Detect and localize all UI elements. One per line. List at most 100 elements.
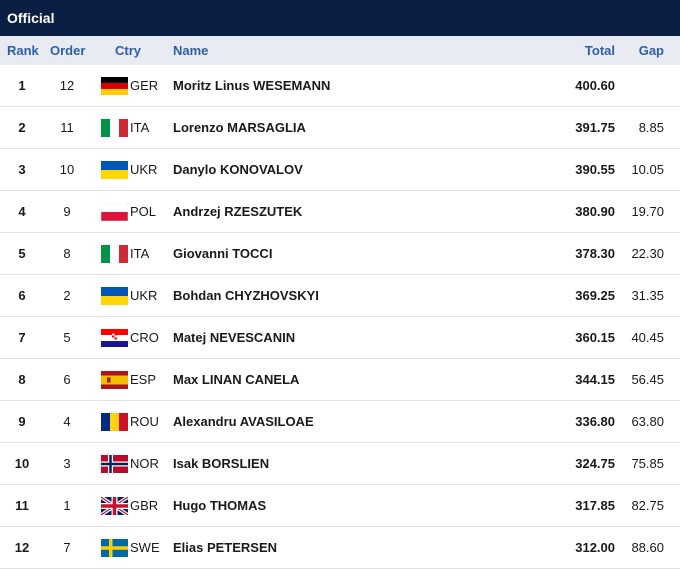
column-header-order[interactable]: Order	[50, 43, 86, 58]
country-code-cell: ESP	[130, 372, 157, 387]
total-score-cell: 360.15	[575, 330, 615, 345]
table-row[interactable]: 2 11 ITA Lorenzo MARSAGLIA 391.75 8.85	[0, 107, 680, 149]
table-row[interactable]: 6 2 UKR Bohdan CHYZHOVSKYI 369.25 31.35	[0, 275, 680, 317]
rank-cell: 1	[18, 78, 26, 93]
gap-cell: 19.70	[631, 204, 664, 219]
column-header-gap[interactable]: Gap	[638, 43, 664, 58]
order-cell: 6	[63, 372, 71, 387]
germany-flag-icon	[101, 77, 128, 95]
gap-cell: 31.35	[631, 288, 664, 303]
order-cell: 9	[63, 204, 71, 219]
table-row[interactable]: 4 9 POL Andrzej RZESZUTEK 380.90 19.70	[0, 191, 680, 233]
order-cell: 4	[63, 414, 71, 429]
table-row[interactable]: 1 12 GER Moritz Linus WESEMANN 400.60	[0, 65, 680, 107]
order-cell: 5	[63, 330, 71, 345]
total-score-cell: 378.30	[575, 246, 615, 261]
gap-cell: 88.60	[631, 540, 664, 555]
total-score-cell: 312.00	[575, 540, 615, 555]
order-cell: 1	[63, 498, 71, 513]
country-code-cell: ITA	[130, 246, 150, 261]
total-score-cell: 390.55	[575, 162, 615, 177]
column-header-rank[interactable]: Rank	[7, 43, 39, 58]
athlete-name-cell[interactable]: Moritz Linus WESEMANN	[173, 78, 331, 93]
italy-flag-icon	[101, 119, 128, 137]
column-header-name[interactable]: Name	[173, 43, 209, 58]
athlete-name-cell[interactable]: Isak BORSLIEN	[173, 456, 270, 471]
romania-flag-icon	[101, 413, 128, 431]
great-britain-flag-icon	[101, 497, 128, 515]
total-score-cell: 391.75	[575, 120, 615, 135]
table-row[interactable]: 12 7 SWE Elias PETERSEN 312.00 88.60	[0, 527, 680, 569]
country-code-cell: UKR	[130, 162, 158, 177]
rank-cell: 6	[18, 288, 26, 303]
athlete-name-cell[interactable]: Matej NEVESCANIN	[173, 330, 296, 345]
athlete-name-cell[interactable]: Lorenzo MARSAGLIA	[173, 120, 306, 135]
gap-cell: 82.75	[631, 498, 664, 513]
country-code-cell: UKR	[130, 288, 158, 303]
table-row[interactable]: 11 1 GBR Hugo THOMAS 317.85 82.75	[0, 485, 680, 527]
order-cell: 7	[63, 540, 71, 555]
order-cell: 10	[59, 162, 75, 177]
results-table: 1 12 GER Moritz Linus WESEMANN 400.60 2 11 ITA L…	[0, 65, 680, 569]
croatia-flag-icon	[101, 329, 128, 347]
total-score-cell: 380.90	[575, 204, 615, 219]
table-row[interactable]: 5 8 ITA Giovanni TOCCI 378.30 22.30	[0, 233, 680, 275]
gap-cell: 63.80	[631, 414, 664, 429]
order-cell: 12	[59, 78, 75, 93]
gap-cell: 10.05	[631, 162, 664, 177]
athlete-name-cell[interactable]: Alexandru AVASILOAE	[173, 414, 314, 429]
athlete-name-cell[interactable]: Danylo KONOVALOV	[173, 162, 303, 177]
order-cell: 11	[60, 120, 74, 135]
country-code-cell: ROU	[130, 414, 159, 429]
total-score-cell: 400.60	[575, 78, 615, 93]
athlete-name-cell[interactable]: Hugo THOMAS	[173, 498, 267, 513]
rank-cell: 2	[18, 120, 26, 135]
rank-cell: 12	[14, 540, 30, 555]
order-cell: 2	[63, 288, 71, 303]
poland-flag-icon	[101, 203, 128, 221]
table-row[interactable]: 10 3 NOR Isak BORSLIEN 324.75 75.85	[0, 443, 680, 485]
gap-cell: 40.45	[631, 330, 664, 345]
athlete-name-cell[interactable]: Elias PETERSEN	[173, 540, 278, 555]
sweden-flag-icon	[101, 539, 128, 557]
country-code-cell: GBR	[130, 498, 159, 513]
total-score-cell: 336.80	[575, 414, 615, 429]
country-code-cell: SWE	[130, 540, 160, 555]
country-code-cell: NOR	[130, 456, 159, 471]
gap-cell: 8.85	[638, 120, 664, 135]
ukraine-flag-icon	[101, 287, 128, 305]
gap-cell: 56.45	[631, 372, 664, 387]
total-score-cell: 317.85	[575, 498, 615, 513]
rank-cell: 3	[18, 162, 26, 177]
athlete-name-cell[interactable]: Giovanni TOCCI	[173, 246, 273, 261]
order-cell: 3	[63, 456, 71, 471]
rank-cell: 8	[18, 372, 26, 387]
total-score-cell: 369.25	[575, 288, 615, 303]
results-banner: Official	[0, 0, 680, 36]
athlete-name-cell[interactable]: Bohdan CHYZHOVSKYI	[173, 288, 319, 303]
column-header-total[interactable]: Total	[584, 43, 615, 58]
gap-cell: 75.85	[631, 456, 664, 471]
table-row[interactable]: 8 6 ESP Max LINAN CANELA 344.15 56.45	[0, 359, 680, 401]
athlete-name-cell[interactable]: Andrzej RZESZUTEK	[173, 204, 303, 219]
country-code-cell: ITA	[130, 120, 150, 135]
rank-cell: 11	[15, 498, 29, 513]
banner-title: Official	[7, 10, 55, 26]
country-code-cell: POL	[130, 204, 157, 219]
gap-cell: 22.30	[631, 246, 664, 261]
rank-cell: 10	[14, 456, 30, 471]
table-row[interactable]: 7 5 CRO Matej NEVESCANIN 360.15 40.45	[0, 317, 680, 359]
column-header-ctry[interactable]: Ctry	[115, 43, 142, 58]
table-row[interactable]: 9 4 ROU Alexandru AVASILOAE 336.80 63.80	[0, 401, 680, 443]
rank-cell: 4	[18, 204, 26, 219]
rank-cell: 5	[18, 246, 26, 261]
table-row[interactable]: 3 10 UKR Danylo KONOVALOV 390.55 10.05	[0, 149, 680, 191]
total-score-cell: 344.15	[575, 372, 615, 387]
athlete-name-cell[interactable]: Max LINAN CANELA	[173, 372, 300, 387]
country-code-cell: GER	[130, 78, 159, 93]
total-score-cell: 324.75	[575, 456, 615, 471]
norway-flag-icon	[101, 455, 128, 473]
table-header: Rank Order Ctry Name Total Gap	[0, 36, 680, 65]
rank-cell: 9	[18, 414, 26, 429]
italy-flag-icon	[101, 245, 128, 263]
